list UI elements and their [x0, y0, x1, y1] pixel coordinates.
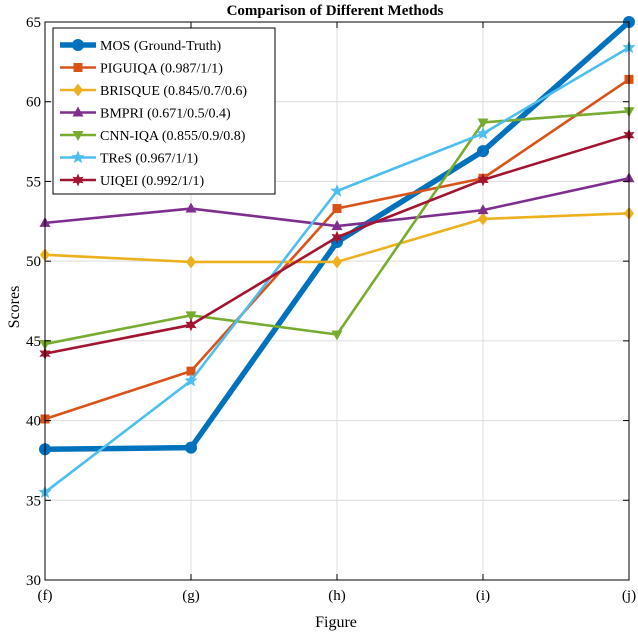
legend-entry: BMPRI (0.671/0.5/0.4) — [60, 106, 231, 122]
y-tick-label: 50 — [26, 254, 41, 270]
series-group — [38, 16, 636, 498]
legend-entry: BRISQUE (0.845/0.7/0.6) — [60, 83, 247, 99]
data-point — [331, 230, 343, 244]
data-point — [477, 204, 489, 215]
y-tick-label: 65 — [26, 15, 41, 31]
y-tick-label: 55 — [26, 174, 41, 190]
x-tick-label: (f) — [38, 588, 53, 604]
legend-entry: TReS (0.967/1/1) — [60, 150, 198, 167]
data-point — [477, 118, 489, 129]
data-point — [184, 373, 198, 387]
legend-entry: MOS (Ground-Truth) — [60, 39, 222, 54]
y-tick-label: 45 — [26, 334, 41, 350]
x-tick-label: (i) — [476, 588, 490, 604]
y-tick-label: 35 — [26, 493, 41, 509]
legend-label: MOS (Ground-Truth) — [100, 39, 222, 54]
chart-title: Comparison of Different Methods — [227, 3, 444, 19]
data-point — [72, 106, 84, 117]
data-point — [331, 220, 343, 231]
data-point — [71, 150, 85, 164]
legend-label: CNN-IQA (0.855/0.9/0.8) — [100, 129, 246, 144]
x-axis-label: Figure — [315, 614, 357, 631]
data-point — [73, 83, 83, 97]
axis-ticks: 30 35 40 45 50 55 60 65 (f) (g) (h) (i) (j) — [26, 15, 636, 604]
legend-entry: UIQEI (0.992/1/1) — [60, 173, 205, 189]
y-axis-label: Scores — [6, 286, 23, 329]
data-point — [330, 184, 344, 197]
data-point — [73, 63, 83, 72]
data-point — [477, 173, 489, 187]
y-tick-label: 60 — [26, 95, 41, 111]
data-point — [478, 212, 488, 226]
legend-label: BRISQUE (0.845/0.7/0.6) — [100, 84, 247, 99]
series-5 — [39, 107, 635, 351]
x-tick-label: (j) — [622, 588, 636, 604]
data-point — [185, 441, 197, 454]
data-point — [72, 173, 84, 187]
data-point — [186, 255, 196, 269]
legend-label: UIQEI (0.992/1/1) — [100, 174, 205, 189]
data-point — [332, 204, 342, 214]
data-point — [332, 255, 342, 269]
x-tick-label: (h) — [328, 588, 346, 604]
legend-label: TReS (0.967/1/1) — [100, 152, 198, 167]
legend: MOS (Ground-Truth) PIGUIQA (0.987/1/1) BRI… — [52, 27, 276, 195]
data-point — [331, 330, 343, 341]
legend-entry: PIGUIQA (0.987/1/1) — [60, 62, 223, 77]
y-tick-label: 40 — [26, 414, 41, 430]
data-point — [476, 126, 490, 140]
legend-box — [52, 27, 276, 195]
legend-label: BMPRI (0.671/0.5/0.4) — [100, 107, 231, 122]
data-point — [477, 145, 489, 158]
data-point — [185, 318, 197, 332]
data-point — [72, 39, 84, 51]
x-tick-label: (g) — [182, 588, 200, 604]
legend-entry: CNN-IQA (0.855/0.9/0.8) — [60, 129, 246, 144]
data-point — [185, 202, 197, 213]
data-point — [185, 311, 197, 322]
data-point — [72, 131, 84, 141]
data-point — [186, 366, 196, 376]
y-tick-label: 30 — [26, 573, 41, 589]
legend-label: PIGUIQA (0.987/1/1) — [100, 62, 223, 77]
